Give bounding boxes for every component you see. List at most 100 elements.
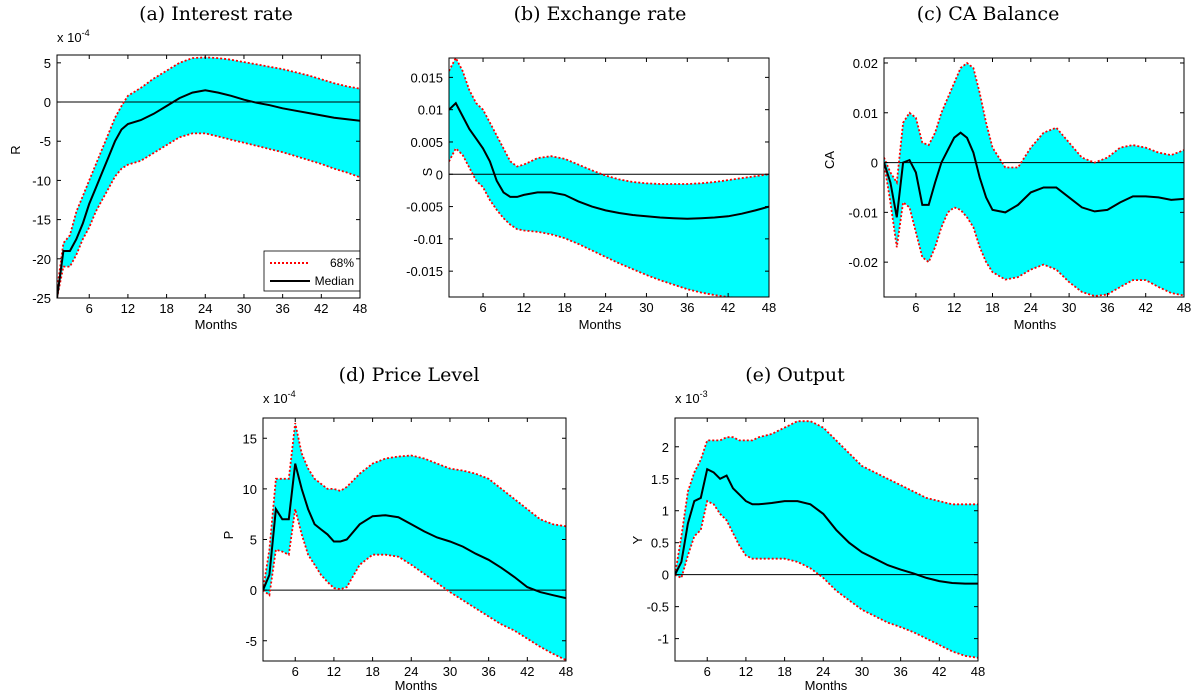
panel-a-ytick-label: -20 [32,252,51,267]
panel-a-xtick-label: 24 [198,301,212,316]
panel-d-plot-area [263,422,566,661]
panel-d-xtick-label: 36 [481,664,495,679]
panel-c-xtick-label: 24 [1024,300,1038,315]
panel-e-ytick-label: 1.5 [651,472,669,487]
panel-b-ytick-label: -0.01 [413,232,443,247]
panel-b-xtick-label: 36 [680,300,694,315]
panel-a-ytick-label: -5 [39,134,51,149]
panel-c-ytick-label: 0.02 [853,56,878,71]
panel-b-ylabel: S [420,167,435,176]
panel-d-upper-bound [263,422,566,591]
panel-c-median-line [884,131,1184,218]
panel-b-ytick-label: -0.005 [406,200,443,215]
panel-b-title: (b) Exchange rate [514,3,687,25]
panel-b-ytick-label: 0.01 [418,103,443,118]
panel-e-ytick-label: -1 [657,632,669,647]
panel-a-xtick-label: 18 [159,301,173,316]
panel-e-xtick-label: 30 [855,664,869,679]
panel-c-xtick-label: 18 [985,300,999,315]
panel-a-xtick-label: 12 [121,301,135,316]
panel-e-ytick-label: 1 [662,504,669,519]
panel-d-xtick-label: 48 [559,664,573,679]
panel-b-plot-area [449,58,769,297]
panel-e-xlabel: Months [805,678,848,692]
panel-d-ytick-label: 0 [250,583,257,598]
panel-d-multiplier: x 10-4 [263,389,296,406]
panel-b-ytick-label: 0 [436,167,443,182]
panel-e-ytick-label: 0.5 [651,536,669,551]
panel-c-upper-bound [884,61,1184,186]
panel-e-xtick-label: 42 [932,664,946,679]
panel-a-band [57,57,360,298]
panel-a-xtick-label: 6 [86,301,93,316]
panel-a-ylabel: R [8,145,23,154]
panel-e-plot-area [675,420,978,659]
panel-a-frame [56,54,361,299]
panel-e-multiplier: x 10-3 [675,389,708,406]
legend-box [263,250,361,292]
legend: 68% Median [263,250,361,292]
panel-b-frame [448,57,770,298]
panel-b-xtick-label: 48 [762,300,776,315]
panel-c-xtick-label: 6 [912,300,919,315]
panel-e-ytick-label: 0 [662,568,669,583]
panel-b-xtick-label: 12 [517,300,531,315]
panel-e-ytick-label: -0.5 [647,600,669,615]
panel-c-xtick-label: 30 [1062,300,1076,315]
panel-a-median-line [57,89,360,298]
panel-b-median-line [449,101,769,220]
panel-b-upper-bound [449,58,769,185]
panel-a-ytick-label: -15 [32,213,51,228]
panel-d-xtick-label: 18 [365,664,379,679]
panel-e-upper-bound [675,420,978,575]
panel-b-xtick-label: 24 [598,300,612,315]
panel-d-title: (d) Price Level [339,364,480,386]
panel-e-xtick-label: 36 [893,664,907,679]
panel-a: 6 12 18 24 30 36 42 48 -25 -20 -15 -10 -5 0 5 [32,54,367,316]
panel-d-xtick-label: 30 [443,664,457,679]
panel-d-ylabel: P [221,531,236,540]
panel-a-ytick-label: -25 [32,291,51,306]
panel-c-xtick-label: 48 [1177,300,1191,315]
panel-a-ytick-label: 5 [44,56,51,71]
panel-a-xtick-label: 42 [314,301,328,316]
panel-b-band [449,58,769,297]
panel-a-upper-bound [57,56,360,291]
panel-c-ytick-label: -0.01 [848,205,878,220]
panel-e-band [675,421,978,658]
panel-d-xtick-label: 12 [327,664,341,679]
panel-d-ytick-label: 15 [243,431,257,446]
panel-a-xtick-label: 36 [275,301,289,316]
panel-b-ytick-label: 0.005 [410,135,443,150]
panel-a-xtick-label: 48 [353,301,367,316]
panel-b-lower-bound [449,146,738,297]
panel-c-xlabel: Months [1014,317,1057,332]
panel-b-xtick-label: 30 [639,300,653,315]
panel-c-xtick-label: 36 [1100,300,1114,315]
panel-b-ytick-label: -0.015 [406,264,443,279]
panel-c-ylabel: CA [822,151,837,169]
panel-e-title: (e) Output [745,364,845,386]
panel-c: 6 12 18 24 30 36 42 48 -0.02 -0.01 0 0.01 0.02 [848,56,1191,315]
panel-c-ytick-label: -0.02 [848,255,878,270]
panel-a-title: (a) Interest rate [139,3,293,25]
panel-b-ytick-label: 0.015 [410,70,443,85]
panel-d-band [263,423,566,660]
panel-a-xtick-label: 30 [237,301,251,316]
panel-a-multiplier: x 10-4 [57,28,90,45]
panel-b-xlabel: Months [579,317,622,332]
panel-c-band [884,63,1184,296]
panel-c-frame [883,57,1185,298]
legend-band-label: 68% [330,256,354,270]
panel-e-xtick-label: 24 [816,664,830,679]
panel-e-xtick-label: 12 [739,664,753,679]
panel-c-ytick-label: 0.01 [853,106,878,121]
panel-b-xtick-label: 18 [558,300,572,315]
panel-a-ytick-label: -10 [32,173,51,188]
panel-e-lower-bound [675,499,978,659]
panel-c-xtick-label: 12 [947,300,961,315]
panel-b-xtick-label: 6 [479,300,486,315]
panel-a-xlabel: Months [195,317,238,332]
